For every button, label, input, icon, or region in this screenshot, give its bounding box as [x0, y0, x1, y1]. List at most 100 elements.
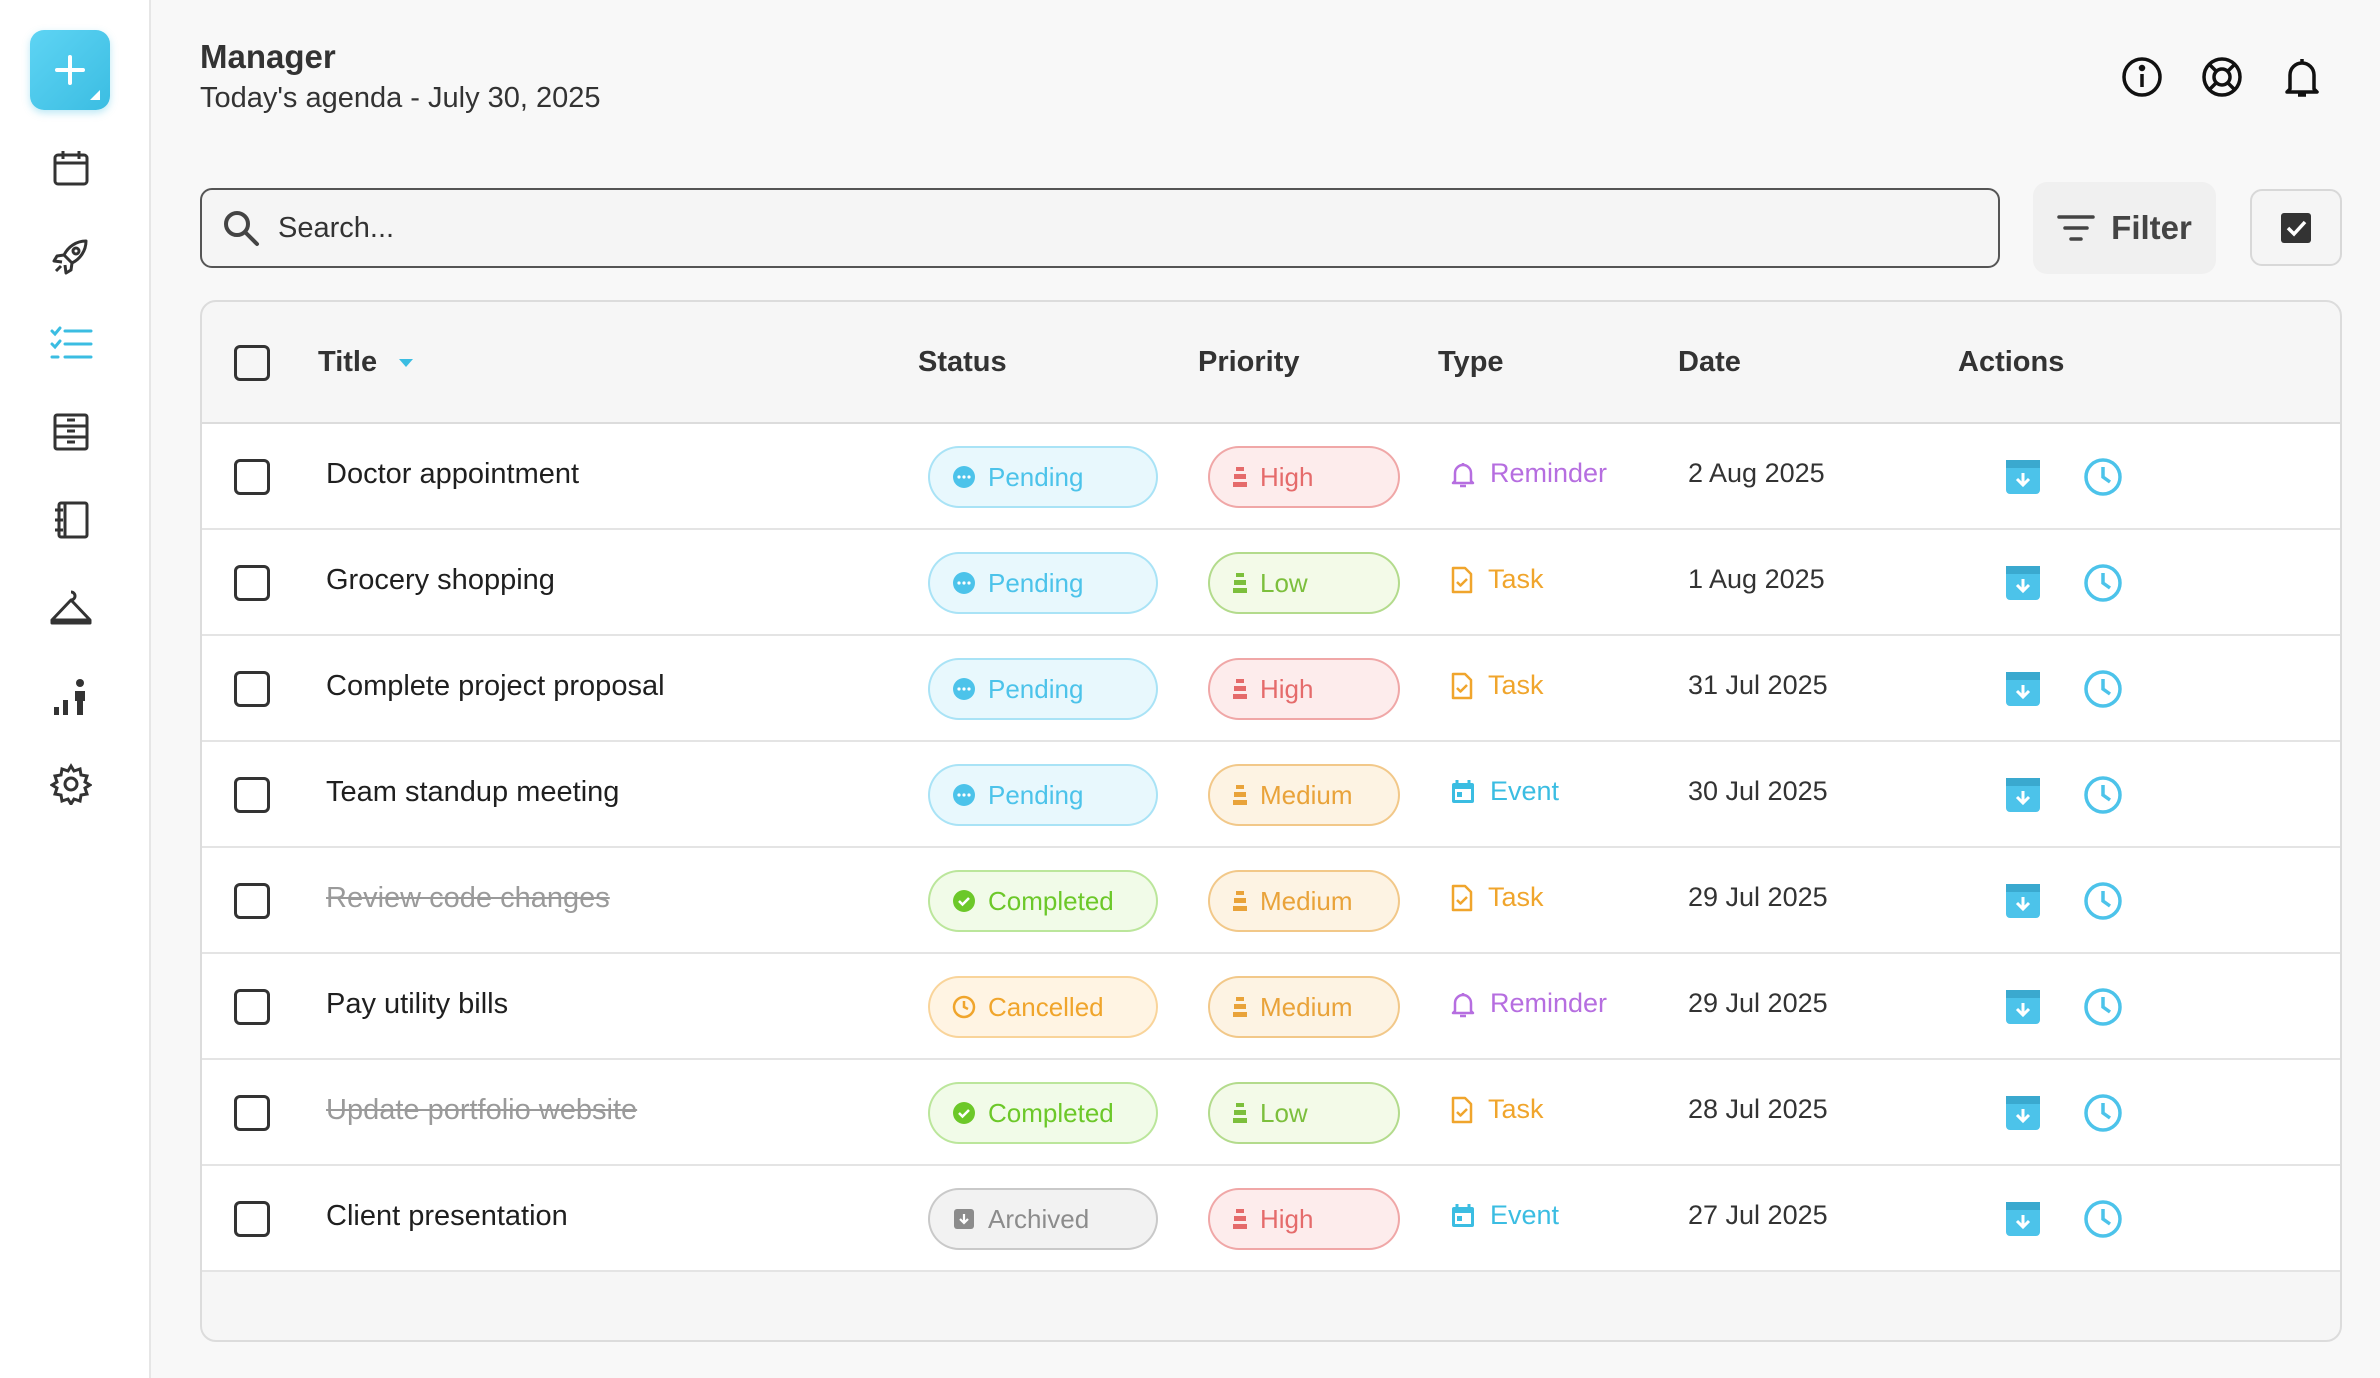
status-label: Archived: [988, 1203, 1090, 1234]
table-row[interactable]: Pay utility bills Cancelled Medium Remin…: [202, 954, 2340, 1060]
table-row[interactable]: Doctor appointment Pending High Reminder…: [202, 424, 2340, 530]
archive-button[interactable]: [2002, 562, 2044, 604]
row-checkbox[interactable]: [234, 777, 270, 813]
table-header: Title Status Priority Type Date Actions: [202, 302, 2340, 424]
status-badge: Archived: [928, 1188, 1158, 1250]
sidebar-item-settings[interactable]: [45, 758, 97, 810]
task-title: Pay utility bills: [326, 988, 509, 1020]
priority-bars-icon: [1233, 679, 1247, 699]
task-doc-icon: [1451, 672, 1473, 699]
snooze-button[interactable]: [2082, 668, 2124, 710]
task-title: Team standup meeting: [326, 776, 620, 808]
search-bar[interactable]: [200, 188, 2000, 268]
more-dots-icon: [953, 466, 975, 488]
table-row[interactable]: Update portfolio website Completed Low T…: [202, 1060, 2340, 1166]
row-checkbox[interactable]: [234, 1095, 270, 1131]
select-mode-button[interactable]: [2250, 189, 2342, 266]
task-title: Client presentation: [326, 1200, 568, 1232]
archive-icon: [2006, 460, 2040, 494]
status-badge: Pending: [928, 764, 1158, 826]
add-button[interactable]: [30, 30, 110, 110]
row-checkbox[interactable]: [234, 565, 270, 601]
type-cell: Reminder: [1450, 458, 1607, 489]
more-dots-icon: [953, 678, 975, 700]
priority-label: High: [1260, 461, 1314, 492]
task-title: Grocery shopping: [326, 564, 555, 596]
archive-button[interactable]: [2002, 880, 2044, 922]
event-calendar-icon: [1452, 1203, 1474, 1227]
clock-icon: [2084, 564, 2122, 602]
table-row[interactable]: Client presentation Archived High Event …: [202, 1166, 2340, 1272]
archive-button[interactable]: [2002, 1092, 2044, 1134]
priority-badge: High: [1208, 658, 1400, 720]
snooze-button[interactable]: [2082, 1198, 2124, 1240]
clock-icon: [952, 995, 976, 1019]
archive-button[interactable]: [2002, 668, 2044, 710]
row-checkbox[interactable]: [234, 671, 270, 707]
table-row[interactable]: Team standup meeting Pending Medium Even…: [202, 742, 2340, 848]
sidebar-item-tasks[interactable]: [45, 318, 97, 370]
type-label: Reminder: [1490, 988, 1608, 1018]
date-cell: 30 Jul 2025: [1688, 776, 1828, 806]
row-checkbox[interactable]: [234, 459, 270, 495]
status-badge: Pending: [928, 552, 1158, 614]
column-type: Type: [1438, 346, 1504, 378]
help-button[interactable]: [2197, 52, 2247, 102]
archive-button[interactable]: [2002, 456, 2044, 498]
column-title[interactable]: Title: [318, 346, 415, 379]
priority-badge: Medium: [1208, 976, 1400, 1038]
filter-button[interactable]: Filter: [2033, 182, 2216, 274]
task-title: Complete project proposal: [326, 670, 665, 702]
snooze-button[interactable]: [2082, 456, 2124, 498]
type-cell: Task: [1450, 882, 1544, 913]
priority-badge: Low: [1208, 1082, 1400, 1144]
sidebar-item-notebook[interactable]: [45, 494, 97, 546]
sidebar: [0, 0, 151, 1378]
type-cell: Event: [1450, 1200, 1559, 1231]
sidebar-item-rocket[interactable]: [45, 230, 97, 282]
check-circle-icon: [953, 890, 975, 912]
select-all-checkbox[interactable]: [234, 345, 270, 381]
sidebar-item-calendar[interactable]: [45, 142, 97, 194]
status-badge: Completed: [928, 870, 1158, 932]
table-row[interactable]: Grocery shopping Pending Low Task 1 Aug …: [202, 530, 2340, 636]
type-cell: Event: [1450, 776, 1559, 807]
date-cell: 29 Jul 2025: [1688, 988, 1828, 1018]
calendar-icon: [53, 151, 89, 186]
sidebar-item-stats[interactable]: [45, 670, 97, 722]
cabinet-icon: [53, 413, 89, 451]
table-row[interactable]: Complete project proposal Pending High T…: [202, 636, 2340, 742]
clock-icon: [2084, 988, 2122, 1026]
archive-button[interactable]: [2002, 774, 2044, 816]
task-doc-icon: [1451, 1096, 1473, 1123]
archive-button[interactable]: [2002, 1198, 2044, 1240]
rocket-icon: [52, 239, 88, 275]
task-doc-icon: [1451, 566, 1473, 593]
snooze-button[interactable]: [2082, 986, 2124, 1028]
date-cell: 1 Aug 2025: [1688, 564, 1825, 594]
snooze-button[interactable]: [2082, 774, 2124, 816]
archive-icon: [2006, 566, 2040, 600]
table-row[interactable]: Review code changes Completed Medium Tas…: [202, 848, 2340, 954]
notifications-button[interactable]: [2277, 52, 2327, 102]
status-label: Cancelled: [988, 991, 1104, 1022]
type-label: Task: [1488, 564, 1544, 594]
sidebar-item-archive[interactable]: [45, 406, 97, 458]
date-cell: 2 Aug 2025: [1688, 458, 1825, 488]
type-label: Reminder: [1490, 458, 1608, 488]
type-label: Task: [1488, 882, 1544, 912]
row-checkbox[interactable]: [234, 1201, 270, 1237]
hanger-icon: [50, 590, 92, 625]
snooze-button[interactable]: [2082, 562, 2124, 604]
info-button[interactable]: [2117, 52, 2167, 102]
row-checkbox[interactable]: [234, 989, 270, 1025]
search-input[interactable]: [278, 211, 1878, 245]
sidebar-item-hanger[interactable]: [45, 582, 97, 634]
row-checkbox[interactable]: [234, 883, 270, 919]
type-cell: Task: [1450, 1094, 1544, 1125]
bell-icon: [1451, 992, 1475, 1017]
archive-button[interactable]: [2002, 986, 2044, 1028]
priority-bars-icon: [1233, 467, 1247, 487]
snooze-button[interactable]: [2082, 880, 2124, 922]
snooze-button[interactable]: [2082, 1092, 2124, 1134]
